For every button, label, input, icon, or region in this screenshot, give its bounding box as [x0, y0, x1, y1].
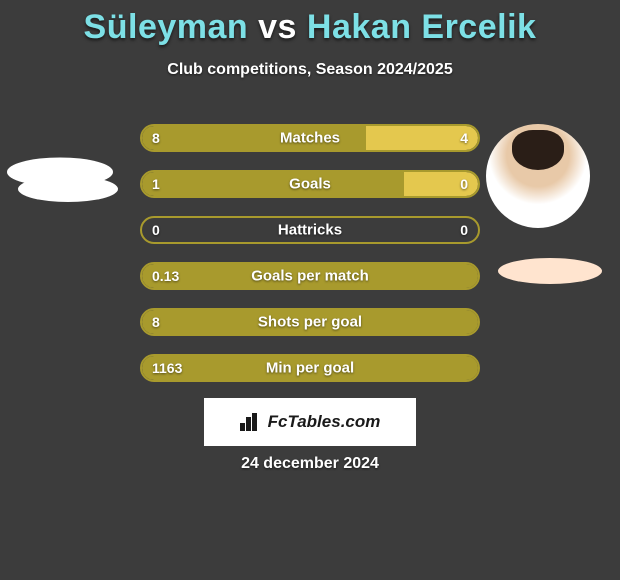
stat-row: 0.13Goals per match	[140, 262, 480, 290]
player1-name: Süleyman	[84, 8, 249, 46]
date-label: 24 december 2024	[0, 455, 620, 473]
stat-row: 8Shots per goal	[140, 308, 480, 336]
stat-row: 1163Min per goal	[140, 354, 480, 382]
player2-name: Hakan Ercelik	[307, 8, 537, 46]
bar-fill-left	[142, 264, 478, 288]
subtitle: Club competitions, Season 2024/2025	[0, 61, 620, 79]
bar-fill-left	[142, 172, 404, 196]
stat-bars-container: 8Matches4 1Goals0 0Hattricks0 0.13Goals per…	[140, 124, 480, 400]
fctables-logo: FcTables.com	[204, 398, 416, 446]
stat-row: 1Goals0	[140, 170, 480, 198]
bars-icon	[240, 413, 262, 431]
stat-label: Hattricks	[142, 222, 478, 239]
vs-text: vs	[258, 8, 297, 46]
player2-avatar	[486, 124, 590, 228]
stat-left-value: 0	[152, 222, 160, 238]
bar-fill-right	[404, 172, 478, 196]
bar-fill-left	[142, 126, 366, 150]
player1-ellipse	[18, 176, 118, 202]
player2-ellipse	[498, 258, 602, 284]
comparison-title: Süleyman vs Hakan Ercelik	[0, 0, 620, 47]
bar-fill-right	[366, 126, 478, 150]
bar-fill-left	[142, 356, 478, 380]
stat-row: 8Matches4	[140, 124, 480, 152]
stat-right-value: 0	[460, 222, 468, 238]
stat-row: 0Hattricks0	[140, 216, 480, 244]
bar-fill-left	[142, 310, 478, 334]
logo-text: FcTables.com	[268, 412, 381, 432]
